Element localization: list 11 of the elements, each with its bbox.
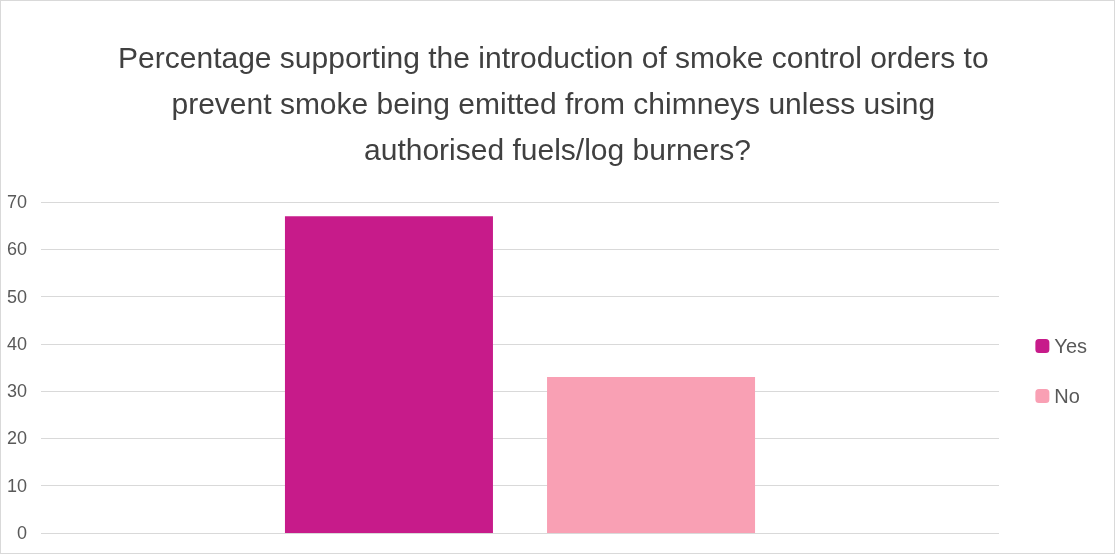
- legend-label: Yes: [1054, 335, 1088, 357]
- chart-title: Percentage supporting the introduction of smoke control orders to prevent smoke being emitted from chimneys unless using authorised fuels/log burners?: [118, 40, 997, 166]
- legend-label: No: [1054, 385, 1080, 407]
- y-tick-label: 40: [6, 333, 27, 354]
- y-tick-label: 20: [6, 428, 27, 449]
- y-tick-label: 30: [6, 381, 27, 402]
- y-tick-label: 0: [16, 523, 27, 543]
- y-tick-label: 60: [6, 239, 27, 260]
- y-tick-label: 70: [6, 192, 27, 212]
- y-tick-label: 50: [6, 286, 27, 307]
- y-tick-label: 10: [6, 475, 27, 496]
